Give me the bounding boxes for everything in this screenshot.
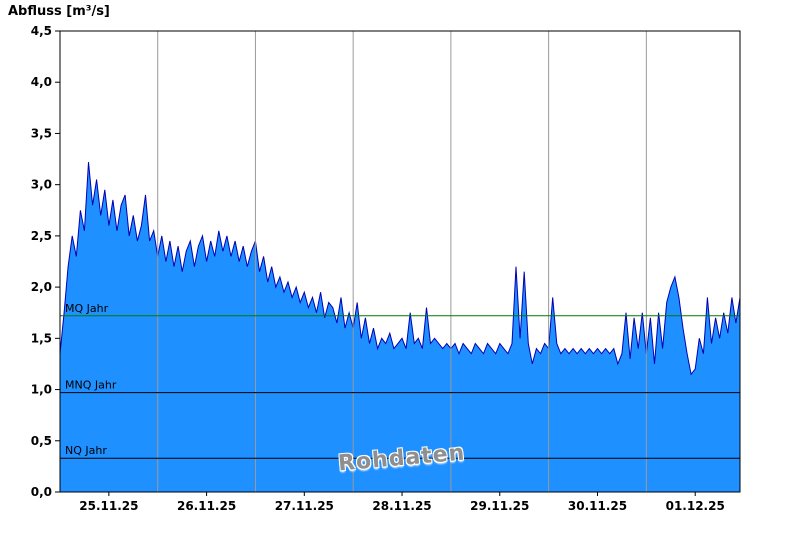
x-tick-label: 01.12.25 [666, 499, 725, 513]
y-tick-label: 0,0 [31, 485, 52, 499]
x-tick-label: 30.11.25 [568, 499, 627, 513]
x-tick-label: 25.11.25 [79, 499, 138, 513]
x-tick-label: 27.11.25 [275, 499, 334, 513]
reference-label-mnq-jahr: MNQ Jahr [65, 379, 117, 392]
reference-label-mq-jahr: MQ Jahr [65, 302, 109, 315]
x-tick-label: 29.11.25 [470, 499, 529, 513]
y-tick-label: 3,5 [31, 126, 52, 140]
reference-label-nq-jahr: NQ Jahr [65, 444, 107, 457]
y-tick-label: 3,0 [31, 178, 52, 192]
y-axis-title: Abfluss [m³/s] [8, 4, 110, 19]
discharge-line [59, 162, 741, 376]
plot-border [59, 30, 741, 493]
y-tick-label: 2,0 [31, 280, 52, 294]
y-tick-label: 1,5 [31, 331, 52, 345]
y-tick-label: 0,5 [31, 434, 52, 448]
y-tick-label: 2,5 [31, 229, 52, 243]
y-tick-label: 4,5 [31, 24, 52, 38]
discharge-area-fill [60, 162, 740, 492]
x-tick-label: 28.11.25 [372, 499, 431, 513]
y-tick-label: 1,0 [31, 383, 52, 397]
x-tick-label: 26.11.25 [177, 499, 236, 513]
y-tick-label: 4,0 [31, 75, 52, 89]
